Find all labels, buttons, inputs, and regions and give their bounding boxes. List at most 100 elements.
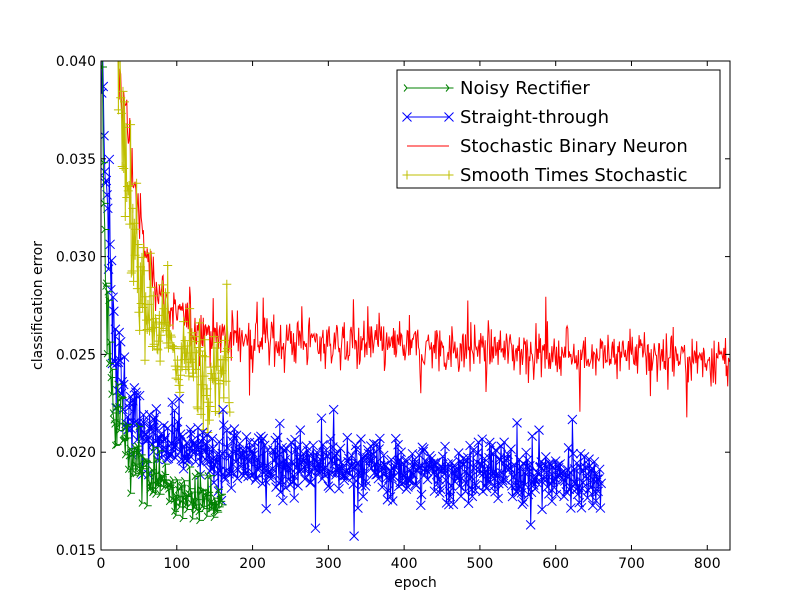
data-point bbox=[160, 318, 170, 328]
data-point bbox=[512, 418, 522, 428]
data-point bbox=[177, 432, 187, 442]
data-point bbox=[377, 482, 388, 493]
data-point bbox=[218, 404, 228, 415]
data-point bbox=[201, 390, 211, 400]
data-point bbox=[218, 420, 229, 430]
data-point bbox=[596, 478, 607, 489]
data-point bbox=[161, 326, 171, 336]
data-point bbox=[149, 412, 160, 423]
data-point bbox=[207, 433, 218, 444]
data-point bbox=[201, 495, 210, 503]
legend-marker bbox=[402, 170, 412, 180]
data-point bbox=[155, 447, 164, 455]
series-straight-through bbox=[101, 61, 607, 541]
data-point bbox=[200, 438, 211, 449]
data-point bbox=[116, 108, 126, 118]
data-point bbox=[222, 443, 233, 453]
data-point bbox=[556, 468, 567, 479]
data-point bbox=[519, 497, 529, 507]
data-point bbox=[447, 466, 458, 477]
data-point bbox=[159, 435, 170, 445]
data-point bbox=[335, 443, 346, 454]
data-point bbox=[188, 372, 198, 382]
data-point bbox=[461, 478, 472, 488]
data-point bbox=[196, 516, 205, 525]
data-point bbox=[574, 497, 585, 508]
data-point bbox=[172, 365, 182, 375]
data-point bbox=[135, 325, 145, 335]
data-point bbox=[141, 292, 151, 302]
data-point bbox=[101, 178, 111, 188]
data-point bbox=[154, 336, 164, 346]
data-point bbox=[114, 380, 123, 389]
data-point bbox=[152, 455, 161, 464]
data-point bbox=[214, 436, 225, 447]
data-point bbox=[563, 443, 574, 453]
data-point bbox=[115, 336, 126, 347]
data-point bbox=[486, 441, 497, 452]
data-point bbox=[422, 474, 433, 485]
data-point bbox=[415, 500, 426, 511]
data-point bbox=[163, 260, 173, 270]
data-point bbox=[387, 496, 398, 506]
data-point bbox=[460, 486, 471, 497]
data-point bbox=[191, 364, 201, 374]
data-point bbox=[390, 433, 401, 444]
data-point bbox=[207, 369, 217, 379]
data-point bbox=[164, 320, 174, 330]
x-tick-label: 800 bbox=[694, 556, 721, 572]
data-point bbox=[480, 480, 491, 491]
data-point bbox=[171, 373, 181, 383]
data-point bbox=[203, 512, 212, 521]
data-point bbox=[463, 498, 474, 509]
data-point bbox=[290, 434, 300, 445]
data-point bbox=[148, 446, 159, 457]
data-point bbox=[215, 379, 225, 389]
data-point bbox=[259, 440, 270, 451]
data-point bbox=[534, 425, 544, 435]
data-point bbox=[191, 348, 201, 358]
data-point bbox=[402, 456, 413, 467]
data-point bbox=[465, 472, 476, 482]
data-point bbox=[101, 199, 109, 208]
data-point bbox=[591, 495, 601, 506]
data-point bbox=[374, 444, 384, 454]
data-point bbox=[148, 341, 158, 351]
data-point bbox=[462, 452, 473, 463]
data-point bbox=[579, 452, 590, 462]
data-point bbox=[101, 159, 108, 166]
data-point bbox=[145, 248, 155, 258]
data-point bbox=[200, 335, 210, 345]
data-point bbox=[484, 452, 494, 463]
data-point bbox=[131, 224, 141, 234]
data-point bbox=[359, 468, 370, 478]
data-point bbox=[107, 373, 116, 382]
data-point bbox=[443, 499, 454, 510]
data-point bbox=[214, 508, 223, 516]
data-point bbox=[109, 306, 119, 317]
data-point bbox=[507, 491, 518, 502]
data-point bbox=[434, 488, 445, 498]
data-point bbox=[204, 444, 215, 455]
data-point bbox=[430, 460, 441, 471]
data-point bbox=[453, 472, 463, 483]
data-point bbox=[114, 327, 125, 338]
data-point bbox=[250, 475, 261, 485]
data-point bbox=[132, 178, 142, 188]
data-point bbox=[141, 315, 151, 325]
data-point bbox=[393, 439, 403, 450]
data-point bbox=[134, 307, 144, 317]
data-point bbox=[528, 477, 538, 488]
axis-ticks: 0 100 200 300 400 500 600 700 800 0.015 0.020 0.025… bbox=[56, 54, 730, 572]
data-point bbox=[102, 279, 111, 288]
data-point bbox=[173, 375, 183, 385]
data-point bbox=[281, 444, 292, 454]
y-axis-label: classification error bbox=[30, 241, 46, 370]
data-point bbox=[476, 459, 487, 470]
data-point bbox=[325, 483, 335, 493]
data-point bbox=[383, 485, 394, 496]
data-point bbox=[287, 457, 297, 467]
data-point bbox=[289, 493, 300, 503]
data-point bbox=[213, 338, 223, 348]
